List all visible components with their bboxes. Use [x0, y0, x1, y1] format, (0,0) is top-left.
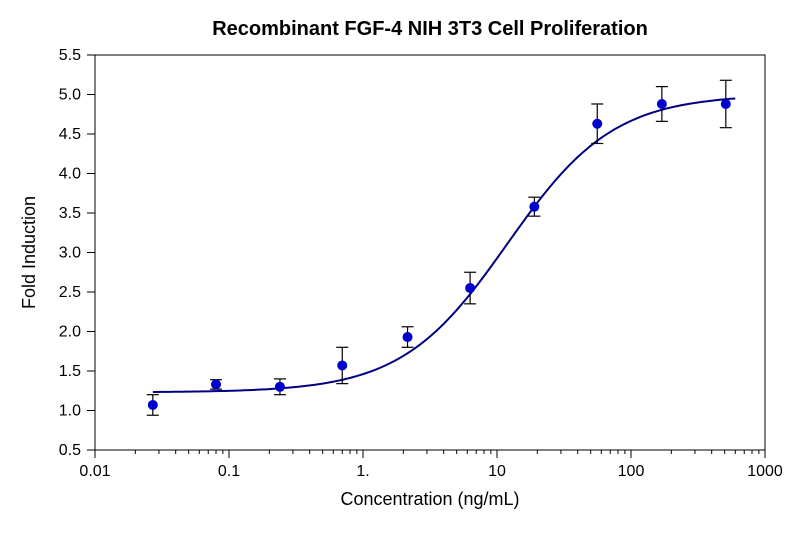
y-tick-label: 3.5 — [59, 205, 81, 222]
data-point — [592, 119, 602, 129]
data-point — [465, 283, 475, 293]
y-tick-label: 5.0 — [59, 87, 81, 104]
x-tick-label: 100 — [618, 463, 645, 480]
data-point — [211, 379, 221, 389]
fit-curve-path — [153, 98, 735, 392]
x-tick-label: 0.1 — [218, 463, 240, 480]
chart-container: Recombinant FGF-4 NIH 3T3 Cell Prolifera… — [0, 0, 802, 535]
y-tick-label: 2.0 — [59, 324, 81, 341]
proliferation-chart: Recombinant FGF-4 NIH 3T3 Cell Prolifera… — [0, 0, 802, 535]
y-axis-ticks: 0.5 1.0 1.5 2.0 2.5 3.0 3.5 4.0 4.5 5.0 5.5 — [59, 47, 95, 459]
y-tick-label: 3.0 — [59, 245, 81, 262]
x-tick-label: 0.01 — [79, 463, 110, 480]
y-tick-label: 1.5 — [59, 363, 81, 380]
data-markers — [148, 99, 731, 410]
error-bars — [147, 80, 732, 415]
data-point — [721, 99, 731, 109]
y-tick-label: 5.5 — [59, 47, 81, 64]
y-tick-label: 4.0 — [59, 166, 81, 183]
y-tick-label: 2.5 — [59, 284, 81, 301]
x-tick-label: 10 — [488, 463, 506, 480]
y-tick-label: 0.5 — [59, 442, 81, 459]
x-axis-label: Concentration (ng/mL) — [340, 489, 519, 509]
data-point — [657, 99, 667, 109]
x-axis-ticks: 0.01 0.1 1. 10 100 1000 — [79, 450, 782, 480]
fit-curve — [153, 98, 735, 392]
y-tick-label: 4.5 — [59, 126, 81, 143]
y-axis-label: Fold Induction — [19, 196, 39, 309]
x-tick-label: 1000 — [747, 463, 783, 480]
chart-title: Recombinant FGF-4 NIH 3T3 Cell Prolifera… — [212, 18, 648, 40]
data-point — [275, 382, 285, 392]
data-point — [403, 332, 413, 342]
data-point — [529, 202, 539, 212]
y-tick-label: 1.0 — [59, 403, 81, 420]
data-point — [337, 360, 347, 370]
data-point — [148, 400, 158, 410]
x-tick-label: 1. — [356, 463, 369, 480]
